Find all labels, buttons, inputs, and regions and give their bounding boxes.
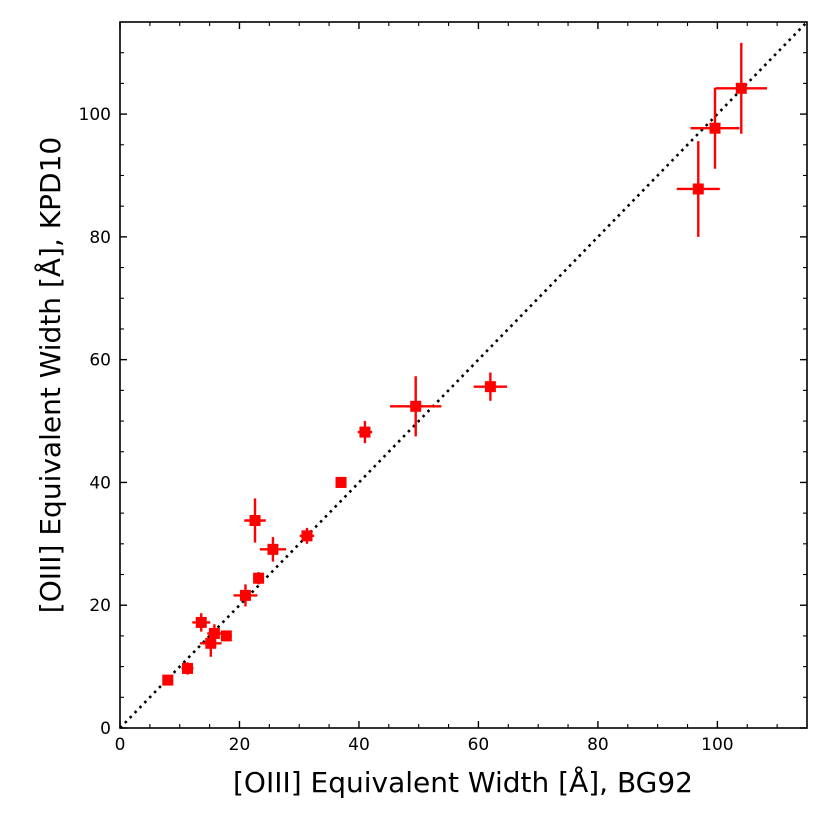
- point-marker: [301, 530, 313, 542]
- data-point: [162, 674, 174, 686]
- x-tick-label: 60: [468, 735, 490, 755]
- y-axis-title: [OIII] Equivalent Width [Å], KPD10: [33, 137, 67, 613]
- point-marker: [239, 589, 251, 601]
- data-point: [207, 624, 222, 643]
- point-marker: [335, 476, 347, 488]
- point-marker: [195, 616, 207, 628]
- point-marker: [220, 630, 232, 642]
- x-tick-label: 0: [115, 735, 126, 755]
- data-point: [676, 141, 720, 237]
- data-point: [259, 537, 287, 562]
- data-points-layer: [162, 42, 767, 686]
- point-marker: [410, 400, 422, 412]
- point-marker: [735, 82, 747, 94]
- data-point: [220, 630, 232, 642]
- x-axis-title: [OIII] Equivalent Width [Å], BG92: [233, 765, 693, 799]
- x-tick-label: 40: [348, 735, 370, 755]
- y-tick-label: 0: [100, 719, 111, 739]
- y-tick-label: 20: [89, 596, 111, 616]
- data-point: [192, 613, 211, 632]
- one-to-one-line: [119, 21, 808, 729]
- point-marker: [709, 122, 721, 134]
- data-point: [690, 87, 740, 169]
- x-tick-label: 20: [229, 735, 251, 755]
- data-point: [181, 662, 194, 675]
- point-marker: [484, 381, 496, 393]
- point-marker: [692, 183, 704, 195]
- y-tick-label: 100: [79, 105, 111, 125]
- data-point: [335, 476, 347, 488]
- data-point: [715, 42, 767, 134]
- y-tick-label: 60: [89, 351, 111, 371]
- y-tick-label: 40: [89, 473, 111, 493]
- y-tick-label: 80: [89, 228, 111, 248]
- data-point: [233, 584, 258, 607]
- point-marker: [208, 627, 220, 639]
- point-marker: [253, 572, 265, 584]
- reference-line-layer: [119, 21, 808, 729]
- point-marker: [162, 674, 174, 686]
- point-marker: [249, 514, 261, 526]
- data-point: [390, 376, 442, 437]
- x-tick-label: 100: [701, 735, 733, 755]
- data-point: [244, 498, 266, 543]
- point-marker: [205, 637, 217, 649]
- point-marker: [267, 543, 279, 555]
- point-marker: [182, 662, 194, 674]
- data-point: [299, 527, 315, 544]
- point-marker: [359, 426, 371, 438]
- data-point: [473, 372, 508, 401]
- data-point: [357, 421, 373, 444]
- x-tick-label: 80: [587, 735, 609, 755]
- plot-frame: [119, 21, 808, 729]
- data-point: [253, 572, 265, 585]
- ticks-layer: 0 20 40 60 80 100 0 20 40 60 80 100: [79, 21, 808, 755]
